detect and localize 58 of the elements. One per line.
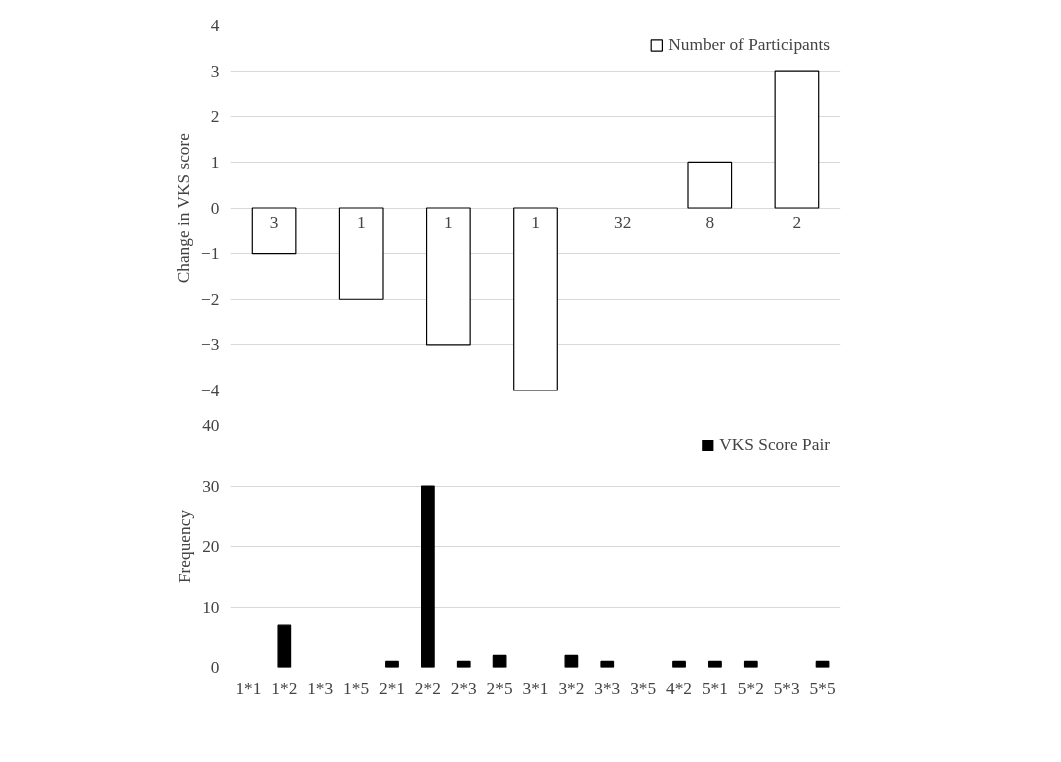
annotation: 1 <box>444 212 453 232</box>
x-tick-label: 2*3 <box>450 678 477 698</box>
y-tick-label: −4 <box>201 381 220 400</box>
bar <box>456 660 471 668</box>
annotation: 1 <box>356 212 366 232</box>
legend-label: VKS Score Pair <box>719 435 830 455</box>
x-tick-label: 5*2 <box>737 678 764 698</box>
y-tick-label: 0 <box>210 198 220 218</box>
x-tick-label: 2*5 <box>486 678 513 698</box>
y-axis-title: Frequency <box>175 509 195 584</box>
x-tick-label: 2*2 <box>414 678 441 698</box>
bar <box>420 485 435 668</box>
annotation: 8 <box>705 212 715 232</box>
y-axis-title: Change in VKS score <box>174 132 194 284</box>
y-tick-label: −3 <box>201 335 220 355</box>
bar <box>672 660 686 668</box>
x-tick-label: 3*1 <box>522 678 549 698</box>
annotation: 1 <box>531 212 540 232</box>
bar <box>338 207 384 300</box>
y-tick-label: 20 <box>202 537 220 556</box>
y-tick-label: 1 <box>210 152 220 172</box>
x-tick-label: 1*2 <box>271 678 298 698</box>
bar <box>277 624 292 668</box>
x-tick-label: 3*3 <box>594 678 621 698</box>
bar <box>492 654 507 668</box>
x-tick-label: 3*2 <box>558 678 585 698</box>
bar <box>600 660 615 668</box>
y-tick-label: 4 <box>210 16 220 35</box>
y-tick-label: 10 <box>202 597 220 617</box>
bar <box>708 660 722 668</box>
annotation: 2 <box>792 212 802 232</box>
bar <box>251 207 297 255</box>
bar <box>564 654 579 668</box>
annotation: 3 <box>269 212 279 232</box>
y-tick-label: −2 <box>201 289 220 309</box>
x-tick-label: 5*1 <box>701 678 728 698</box>
x-tick-label: 5*3 <box>773 678 800 698</box>
y-tick-label: 40 <box>202 416 220 435</box>
y-tick-label: 2 <box>210 107 220 127</box>
annotation: 32 <box>613 212 632 232</box>
x-tick-label: 5*5 <box>809 678 836 698</box>
bar <box>743 660 758 668</box>
y-tick-label: 30 <box>202 476 220 496</box>
bar <box>385 660 399 668</box>
y-tick-label: 0 <box>210 658 220 677</box>
bar <box>774 70 820 209</box>
legend-label: Number of Participants <box>668 35 830 55</box>
bar <box>687 161 733 209</box>
bar <box>513 207 558 391</box>
y-tick-label: −1 <box>201 244 220 264</box>
y-tick-label: 3 <box>210 61 220 81</box>
bar <box>425 207 471 346</box>
x-tick-label: 2*1 <box>378 678 405 698</box>
x-tick-label: 1*1 <box>235 678 262 698</box>
x-tick-label: 4*2 <box>666 678 693 698</box>
x-tick-label: 1*3 <box>307 678 334 698</box>
x-tick-label: 1*5 <box>343 678 370 698</box>
x-tick-label: 3*5 <box>630 678 657 698</box>
